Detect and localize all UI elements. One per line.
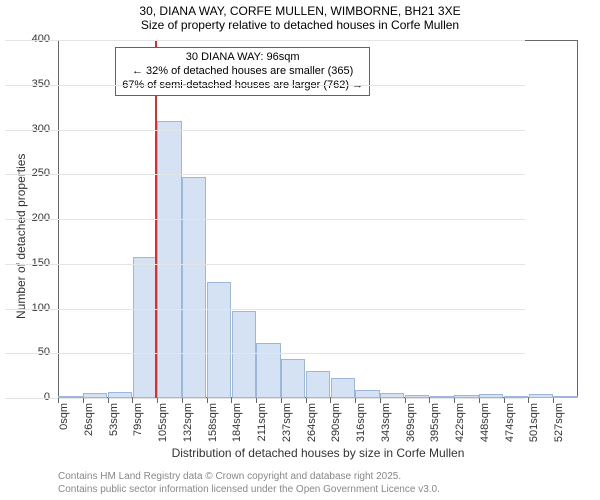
x-tick-label: 369sqm: [405, 403, 417, 442]
y-tick-label: 50: [38, 346, 50, 358]
x-tick-label: 158sqm: [207, 403, 219, 442]
x-tick-label: 184sqm: [231, 403, 243, 442]
x-tick-label: 343sqm: [380, 403, 392, 442]
x-tick-label: 290sqm: [330, 403, 342, 442]
histogram-bar: [157, 121, 181, 398]
y-tick-label: 300: [32, 123, 50, 135]
histogram-bar: [182, 177, 206, 398]
x-tick-label: 474sqm: [504, 403, 516, 442]
footer-line1: Contains HM Land Registry data © Crown c…: [58, 471, 440, 484]
x-tick-label: 0sqm: [58, 403, 70, 430]
y-tick-label: 400: [32, 33, 50, 45]
y-gridline: [5, 40, 525, 41]
y-tick-label: 100: [32, 302, 50, 314]
y-gridline: [5, 353, 525, 354]
x-tick-label: 26sqm: [83, 403, 95, 436]
histogram-chart: 30, DIANA WAY, CORFE MULLEN, WIMBORNE, B…: [0, 0, 600, 500]
y-gridline: [5, 219, 525, 220]
annotation-line: 30 DIANA WAY: 96sqm: [122, 51, 363, 65]
chart-title-block: 30, DIANA WAY, CORFE MULLEN, WIMBORNE, B…: [0, 0, 600, 33]
histogram-bar: [306, 371, 330, 398]
y-gridline: [5, 174, 525, 175]
footer-line2: Contains public sector information licen…: [58, 484, 440, 497]
annotation-box: 30 DIANA WAY: 96sqm← 32% of detached hou…: [115, 47, 370, 96]
x-tick-label: 211sqm: [256, 403, 268, 441]
y-gridline: [5, 130, 525, 131]
title-line2: Size of property relative to detached ho…: [0, 18, 600, 32]
x-tick-label: 448sqm: [479, 403, 491, 442]
y-axis: 050100150200250300350400: [0, 40, 58, 398]
y-gridline: [5, 264, 525, 265]
x-tick-label: 237sqm: [281, 403, 293, 442]
y-tick-label: 0: [44, 391, 50, 403]
x-tick-label: 501sqm: [528, 403, 540, 442]
histogram-bar: [207, 282, 231, 398]
histogram-bar: [355, 390, 379, 398]
y-tick-label: 350: [32, 78, 50, 90]
x-axis-label: Distribution of detached houses by size …: [58, 446, 578, 460]
histogram-bar: [331, 378, 355, 398]
x-tick-label: 395sqm: [429, 403, 441, 442]
y-tick-label: 200: [32, 212, 50, 224]
x-tick-label: 422sqm: [454, 403, 466, 442]
x-tick-label: 53sqm: [108, 403, 120, 436]
x-tick-label: 79sqm: [132, 403, 144, 436]
annotation-line: ← 32% of detached houses are smaller (36…: [122, 65, 363, 79]
histogram-bar: [232, 311, 256, 398]
histogram-bar: [256, 343, 280, 398]
x-tick-label: 264sqm: [306, 403, 318, 442]
histogram-bar: [133, 257, 157, 398]
title-line1: 30, DIANA WAY, CORFE MULLEN, WIMBORNE, B…: [0, 4, 600, 18]
y-tick-label: 150: [32, 257, 50, 269]
x-tick-label: 105sqm: [157, 403, 169, 442]
y-gridline: [5, 309, 525, 310]
y-tick-label: 250: [32, 167, 50, 179]
footer-attribution: Contains HM Land Registry data © Crown c…: [58, 471, 440, 496]
y-gridline: [5, 85, 525, 86]
x-tick-label: 132sqm: [182, 403, 194, 442]
histogram-bar: [281, 359, 305, 398]
x-tick-label: 316sqm: [355, 403, 367, 442]
x-tick-label: 527sqm: [553, 403, 565, 442]
